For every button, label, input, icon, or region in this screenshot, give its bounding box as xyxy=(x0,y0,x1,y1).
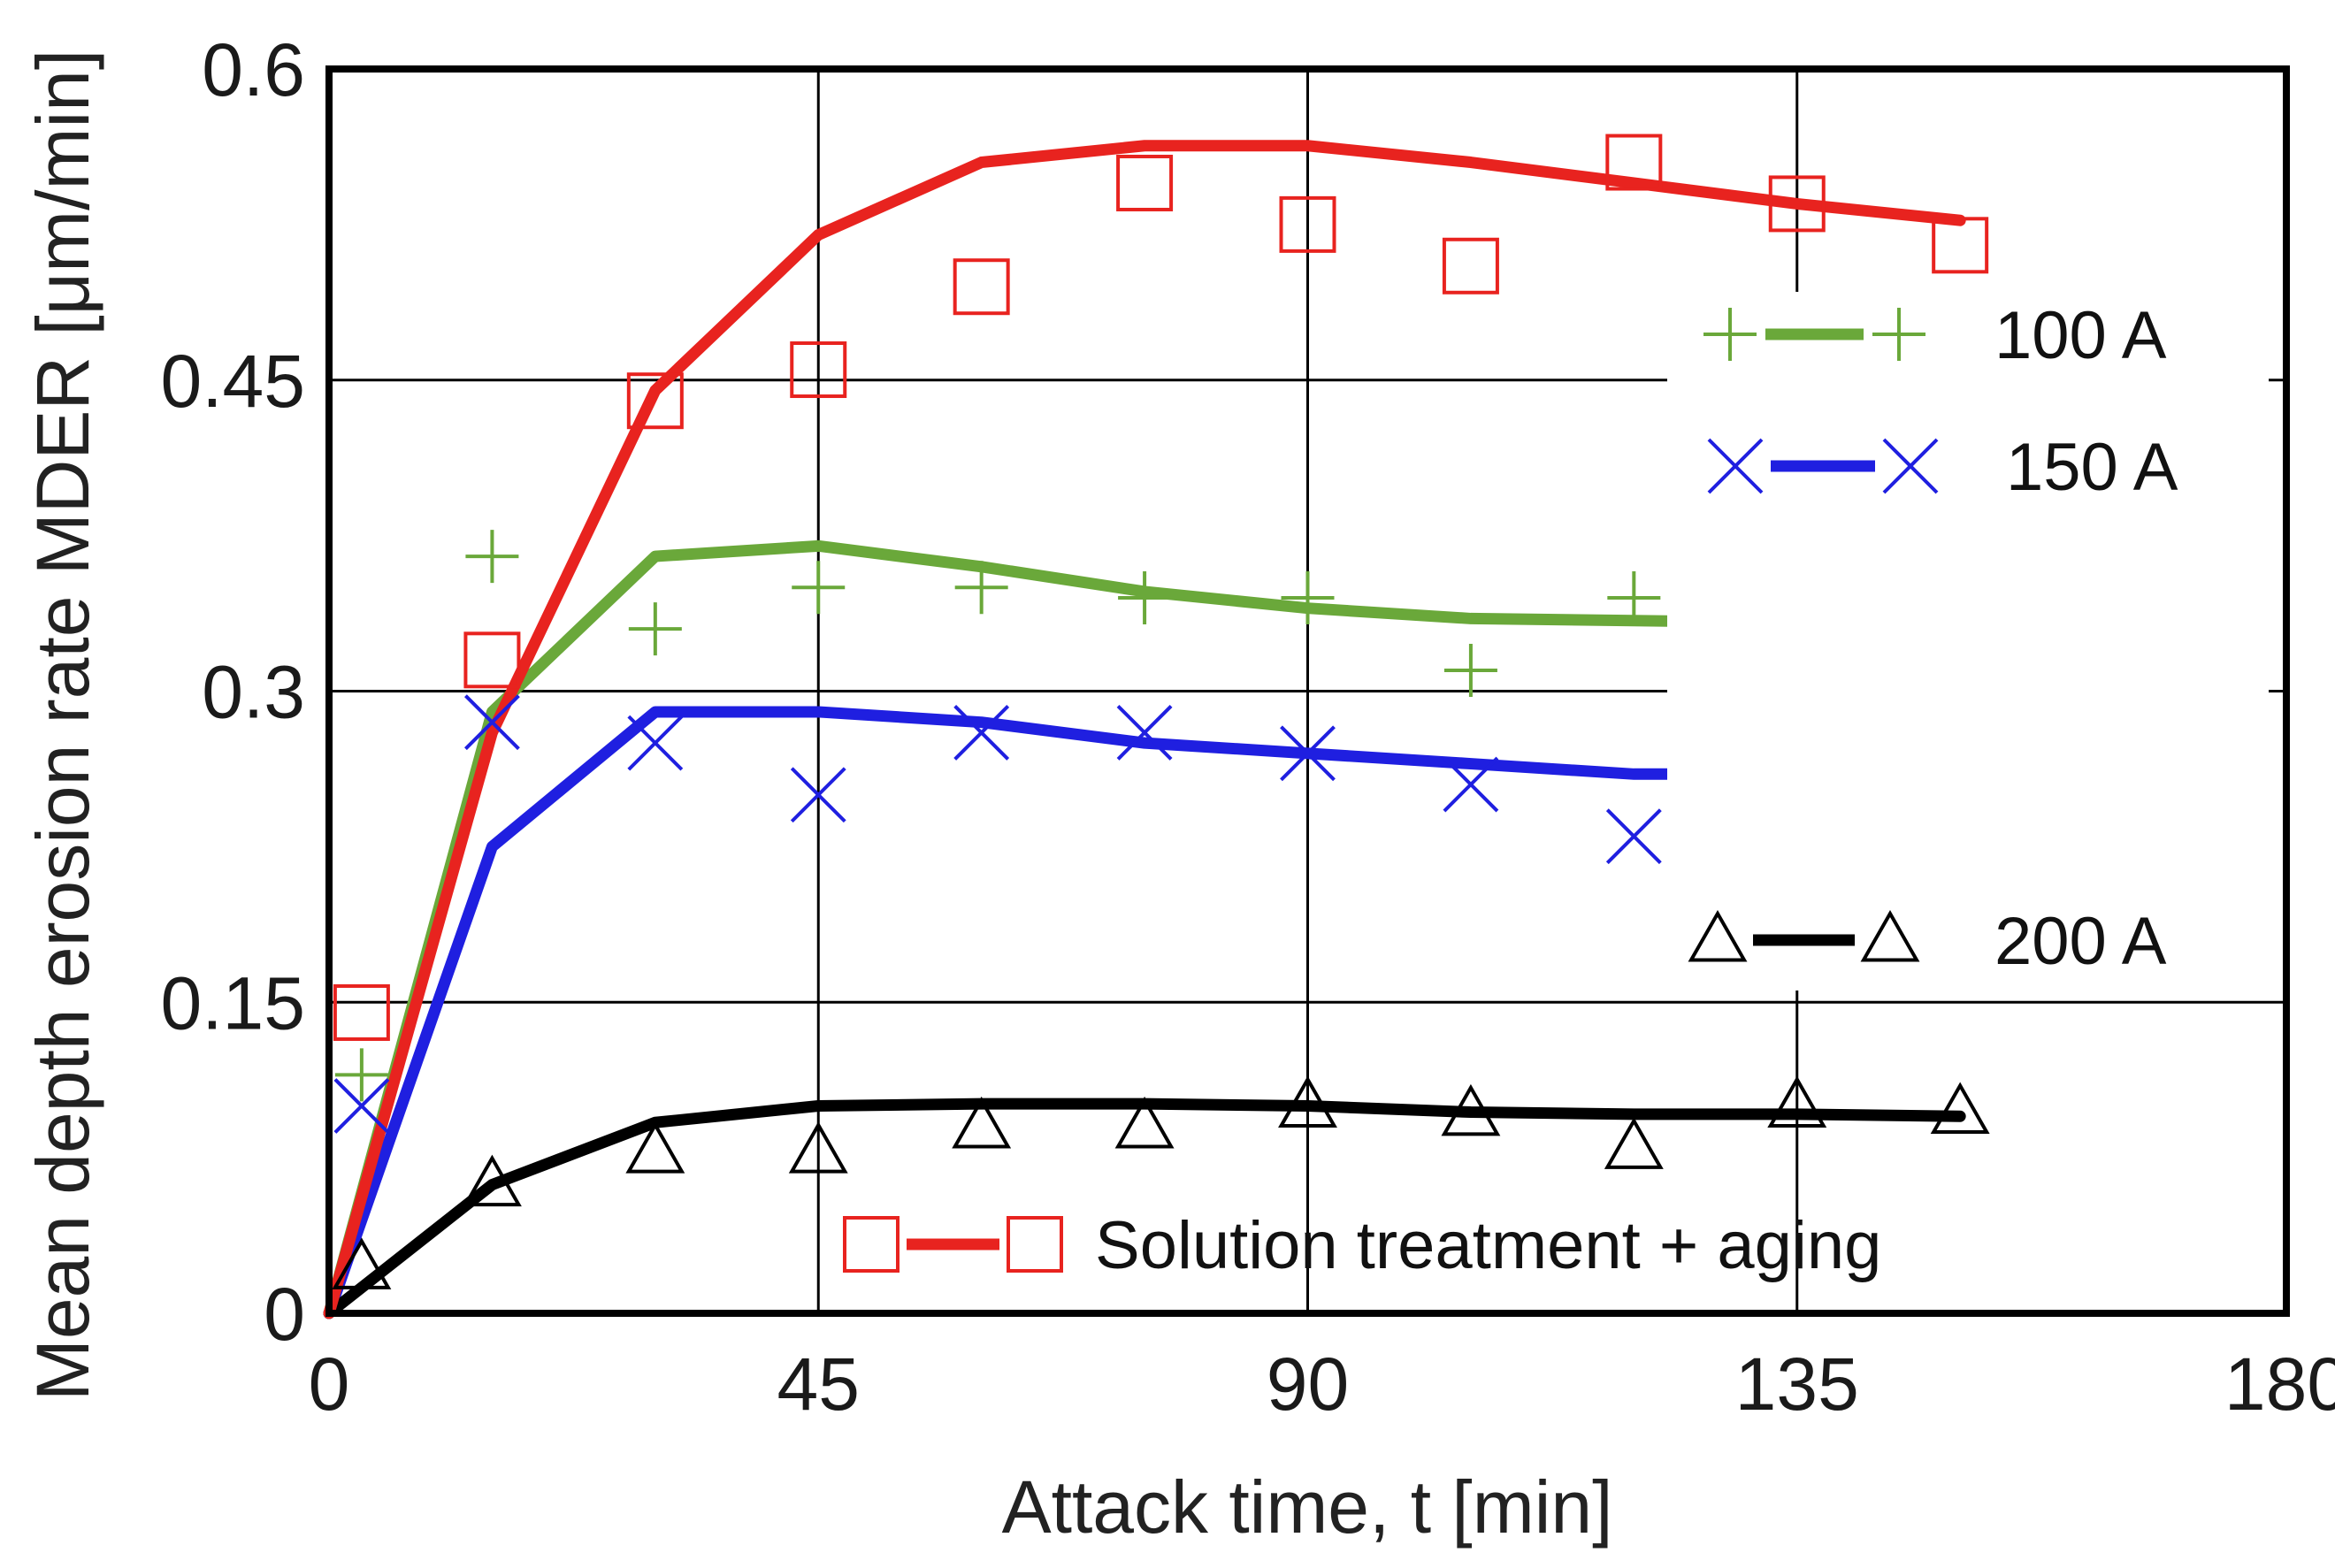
y-tick-label-1: 0.15 xyxy=(161,961,306,1044)
y-tick-label-2: 0.3 xyxy=(202,651,305,734)
marker-200-a-7 xyxy=(1278,1075,1337,1128)
marker-150-a-8 xyxy=(1443,756,1499,813)
marker-solution-treatment-aging-5 xyxy=(953,258,1010,316)
legend-marker-start-150-a-b xyxy=(1707,438,1764,494)
marker-150-a-1-b xyxy=(333,1078,390,1134)
x-tick-label-0: 0 xyxy=(309,1342,350,1426)
marker-150-a-7-b xyxy=(1280,725,1336,782)
x-tick-label-4: 180 xyxy=(2224,1342,2335,1426)
marker-150-a-9 xyxy=(1605,808,1662,865)
marker-solution-treatment-aging-8 xyxy=(1442,237,1499,294)
marker-200-a-6 xyxy=(1114,1096,1175,1149)
marker-150-a-3 xyxy=(627,715,684,771)
marker-200-a-4 xyxy=(788,1121,848,1174)
legend-marker-end-200-a xyxy=(1860,909,1920,962)
y-axis-ticks: 0 0.15 0.3 0.45 0.6 xyxy=(161,28,306,1356)
legend-marker-start-150-a xyxy=(1707,438,1764,494)
legend-marker-end-100-a xyxy=(1872,308,1925,361)
series-markers xyxy=(332,134,1990,1289)
marker-solution-treatment-aging-11 xyxy=(1932,217,1989,274)
marker-200-a-2 xyxy=(462,1154,522,1207)
marker-100-a-3 xyxy=(628,602,682,656)
marker-150-a-1 xyxy=(333,1078,390,1134)
legend-marker-start-solution-treatment-aging xyxy=(843,1216,900,1273)
marker-200-a-8 xyxy=(1441,1083,1501,1136)
marker-solution-treatment-aging-3 xyxy=(626,372,684,430)
curve-200-a xyxy=(323,1098,1966,1319)
marker-solution-treatment-aging-6 xyxy=(1116,154,1174,211)
legend-marker-end-150-a-b xyxy=(1882,438,1939,494)
marker-150-a-4 xyxy=(790,767,846,823)
legend-label-150-a: 150 A xyxy=(2006,430,2178,505)
legend-marker-start-100-a xyxy=(1703,308,1757,361)
legend-item-150-a: 150 A xyxy=(1707,430,2178,505)
y-axis-title: Mean depth erosion rate MDER [μm/min] xyxy=(21,50,104,1401)
markers-100-a xyxy=(334,530,1987,1102)
legend-item-100-a: 100 A xyxy=(1703,298,2167,373)
curve-solution-treatment-aging xyxy=(323,140,1966,1319)
marker-100-a-6 xyxy=(1118,570,1172,624)
marker-200-a-10 xyxy=(1767,1075,1827,1128)
legend: 100 A 150 A 200 A Solution treatment + agin… xyxy=(843,292,2269,1283)
legend-item-200-a: 200 A xyxy=(1688,904,2167,979)
marker-150-a-6-b xyxy=(1116,704,1173,761)
legend-label-solution-treatment-aging: Solution treatment + aging xyxy=(1095,1208,1881,1283)
marker-100-a-7 xyxy=(1281,570,1335,624)
marker-solution-treatment-aging-7 xyxy=(1279,195,1336,253)
legend-marker-end-solution-treatment-aging xyxy=(1007,1216,1063,1273)
markers-solution-treatment-aging xyxy=(333,134,1989,1041)
marker-150-a-4-b xyxy=(790,767,846,823)
y-tick-label-4: 0.6 xyxy=(202,28,305,111)
marker-100-a-5 xyxy=(954,561,1008,615)
x-axis-title: Attack time, t [min] xyxy=(1002,1465,1613,1549)
marker-150-a-6 xyxy=(1116,704,1173,761)
marker-solution-treatment-aging-10 xyxy=(1768,175,1826,233)
legend-label-200-a: 200 A xyxy=(1994,904,2167,979)
legend-marker-end-150-a xyxy=(1882,438,1939,494)
marker-150-a-2-b xyxy=(464,694,520,751)
marker-200-a-3 xyxy=(625,1121,685,1174)
marker-150-a-2 xyxy=(464,694,520,751)
marker-200-a-9 xyxy=(1604,1117,1664,1169)
marker-solution-treatment-aging-1 xyxy=(333,983,390,1041)
marker-200-a-11 xyxy=(1930,1082,1990,1135)
y-tick-label-3: 0.45 xyxy=(161,340,306,423)
y-tick-label-0: 0 xyxy=(264,1273,305,1356)
x-axis-ticks: 0 45 90 135 180 xyxy=(309,1342,2335,1426)
marker-150-a-8-b xyxy=(1443,756,1499,813)
marker-100-a-1 xyxy=(334,1048,388,1102)
marker-solution-treatment-aging-9 xyxy=(1605,134,1663,191)
marker-100-a-9 xyxy=(1607,570,1661,624)
marker-solution-treatment-aging-4 xyxy=(790,341,847,399)
legend-item-solution-treatment-aging: Solution treatment + aging xyxy=(843,1208,1881,1283)
marker-150-a-7 xyxy=(1280,725,1336,782)
marker-100-a-8 xyxy=(1443,644,1497,698)
marker-200-a-1 xyxy=(332,1237,392,1289)
marker-150-a-3-b xyxy=(627,715,684,771)
plot-area-frame xyxy=(325,65,2290,1317)
x-tick-label-1: 45 xyxy=(777,1342,860,1426)
legend-marker-start-200-a xyxy=(1688,909,1748,962)
legend-background xyxy=(1667,292,2269,991)
marker-150-a-9-b xyxy=(1605,808,1662,865)
marker-150-a-5-b xyxy=(953,704,1010,761)
legend-label-100-a: 100 A xyxy=(1994,298,2167,373)
markers-200-a xyxy=(332,1075,1990,1289)
marker-100-a-2 xyxy=(465,530,519,584)
marker-200-a-5 xyxy=(952,1096,1012,1149)
marker-150-a-5 xyxy=(953,704,1010,761)
marker-solution-treatment-aging-2 xyxy=(463,631,521,689)
x-tick-label-2: 90 xyxy=(1267,1342,1349,1426)
marker-100-a-4 xyxy=(792,561,846,615)
x-tick-label-3: 135 xyxy=(1735,1342,1859,1426)
